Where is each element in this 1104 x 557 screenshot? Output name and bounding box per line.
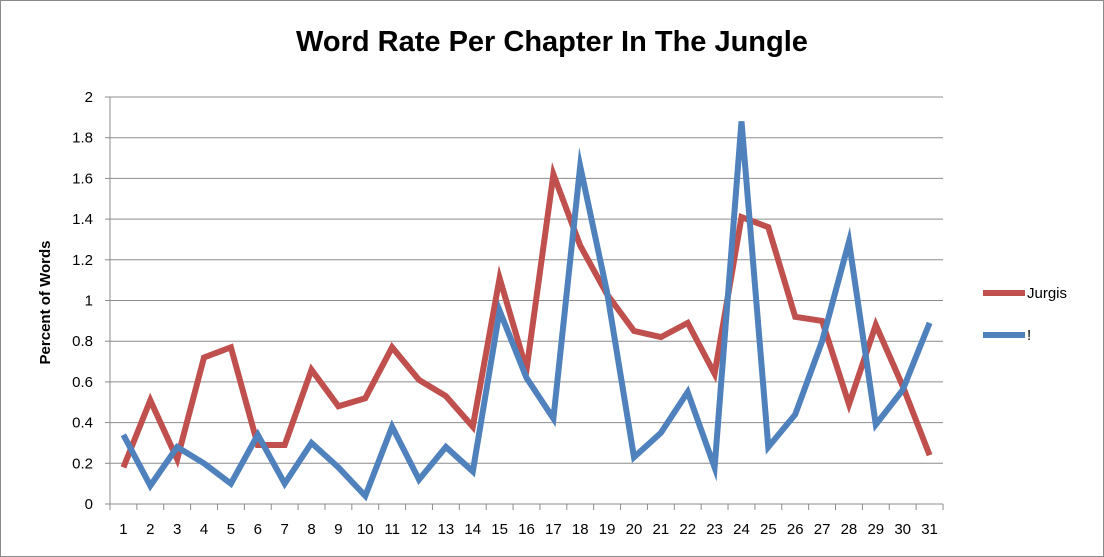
series-line-1 <box>120 121 933 502</box>
x-tick-label: 17 <box>545 521 562 538</box>
x-tick-label: 31 <box>921 521 938 538</box>
x-tick-label: 30 <box>894 521 911 538</box>
x-tick-label: 22 <box>679 521 696 538</box>
x-tick-label: 19 <box>599 521 616 538</box>
y-tick-label: 1.2 <box>72 252 93 269</box>
x-tick-label: 25 <box>760 521 777 538</box>
y-tick-label: 0.2 <box>72 455 93 472</box>
x-tick-label: 9 <box>334 521 342 538</box>
x-tick-label: 3 <box>173 521 181 538</box>
x-tick-label: 1 <box>119 521 127 538</box>
x-tick-label: 5 <box>227 521 235 538</box>
x-tick-label: 23 <box>706 521 723 538</box>
x-tick-label: 15 <box>491 521 508 538</box>
legend: Jurgis! <box>983 285 1067 344</box>
series-line-0 <box>120 162 933 469</box>
chart-title: Word Rate Per Chapter In The Jungle <box>296 26 808 58</box>
x-tick-label: 11 <box>384 521 400 538</box>
y-tick-label: 0 <box>85 496 93 513</box>
y-tick-label: 1 <box>85 293 93 310</box>
x-tick-label: 8 <box>307 521 315 538</box>
y-axis-label: Percent of Words <box>37 241 54 365</box>
x-tick-label: 14 <box>464 521 481 538</box>
y-tick-label: 0.6 <box>72 374 93 391</box>
x-tick-label: 24 <box>733 521 750 538</box>
y-tick-label: 0.4 <box>72 415 93 432</box>
x-tick-label: 18 <box>572 521 589 538</box>
y-tick-label: 1.4 <box>72 211 93 228</box>
x-tick-label: 4 <box>200 521 208 538</box>
y-axis-ticks: 0 0.2 0.4 0.6 0.8 1 1.2 1.4 1.6 1.8 2 <box>72 89 110 513</box>
x-tick-label: 21 <box>653 521 670 538</box>
y-tick-label: 2 <box>85 89 93 106</box>
x-tick-label: 12 <box>411 521 428 538</box>
y-tick-label: 1.6 <box>72 170 93 187</box>
x-tick-label: 2 <box>146 521 154 538</box>
x-tick-label: 26 <box>787 521 804 538</box>
x-tick-label: 6 <box>254 521 262 538</box>
x-tick-label: 10 <box>357 521 374 538</box>
x-tick-label: 29 <box>867 521 884 538</box>
x-axis-ticks: 1 2 3 4 5 6 7 8 9 10 11 12 13 14 15 16 17 18 19 20 21 22 23 24 2… <box>109 504 944 538</box>
x-tick-label: 7 <box>280 521 288 538</box>
legend-label: Jurgis <box>1027 285 1067 302</box>
legend-label: ! <box>1027 327 1031 344</box>
x-tick-label: 27 <box>814 521 831 538</box>
x-tick-label: 28 <box>841 521 858 538</box>
axes <box>109 97 943 505</box>
y-tick-label: 1.8 <box>72 130 93 147</box>
y-tick-label: 0.8 <box>72 333 93 350</box>
x-tick-label: 16 <box>518 521 535 538</box>
x-tick-label: 13 <box>438 521 455 538</box>
x-tick-label: 20 <box>626 521 643 538</box>
series-lines <box>120 121 933 502</box>
gridlines <box>110 96 943 464</box>
